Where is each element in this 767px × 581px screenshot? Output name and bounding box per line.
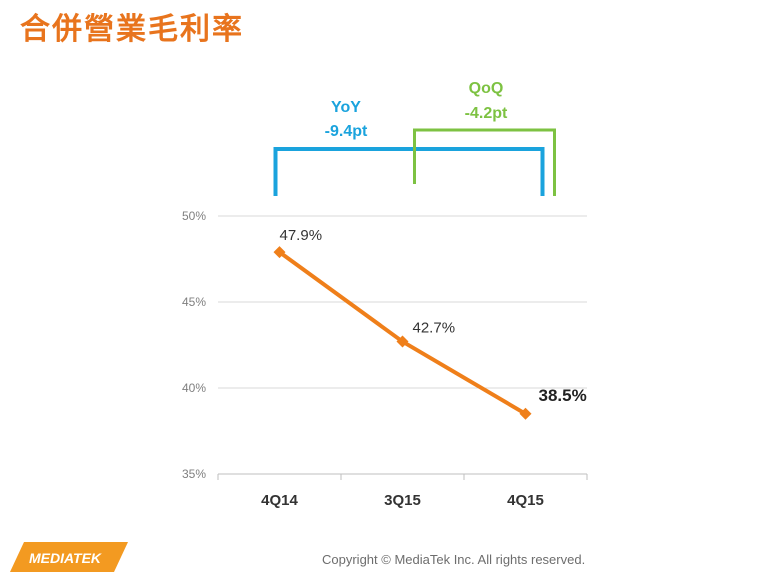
gross-margin-chart: 50% 45% 40% 35% 4Q14 3Q15 4Q15 YoY -9.4pt QoQ -4… (182, 80, 588, 509)
mediatek-logo: MEDIATEK (10, 542, 128, 572)
x-tick-label: 4Q14 (261, 492, 298, 509)
x-axis-labels: 4Q14 3Q15 4Q15 (261, 492, 544, 509)
gridlines (218, 215, 587, 389)
data-labels: 47.9% 42.7% 38.5% (280, 227, 587, 405)
data-point (273, 246, 286, 259)
data-label: 47.9% (280, 227, 323, 244)
svg-text:MEDIATEK: MEDIATEK (29, 550, 102, 566)
series-line (273, 246, 532, 420)
qoq-value: -4.2pt (465, 105, 508, 122)
copyright-notice: Copyright © MediaTek Inc. All rights res… (322, 552, 586, 567)
y-tick-label: 50% (182, 209, 206, 223)
yoy-title: YoY (331, 99, 361, 116)
qoq-bracket (413, 128, 556, 196)
y-tick-label: 35% (182, 467, 206, 481)
x-tick-label: 3Q15 (384, 492, 421, 509)
change-brackets: YoY -9.4pt QoQ -4.2pt (273, 80, 556, 196)
data-point (519, 407, 532, 420)
x-tick-label: 4Q15 (507, 492, 544, 509)
slide-title: 合併營業毛利率 (20, 12, 244, 47)
y-tick-label: 45% (182, 295, 206, 309)
yoy-bracket (273, 147, 545, 196)
gross-margin-line (278, 250, 527, 416)
y-axis-ticks: 50% 45% 40% 35% (182, 209, 206, 481)
y-tick-label: 40% (182, 381, 206, 395)
qoq-title: QoQ (469, 80, 504, 97)
x-axis (217, 473, 588, 480)
data-point (396, 335, 409, 348)
data-label: 38.5% (539, 386, 587, 405)
data-label: 42.7% (413, 320, 456, 337)
yoy-value: -9.4pt (325, 123, 368, 140)
